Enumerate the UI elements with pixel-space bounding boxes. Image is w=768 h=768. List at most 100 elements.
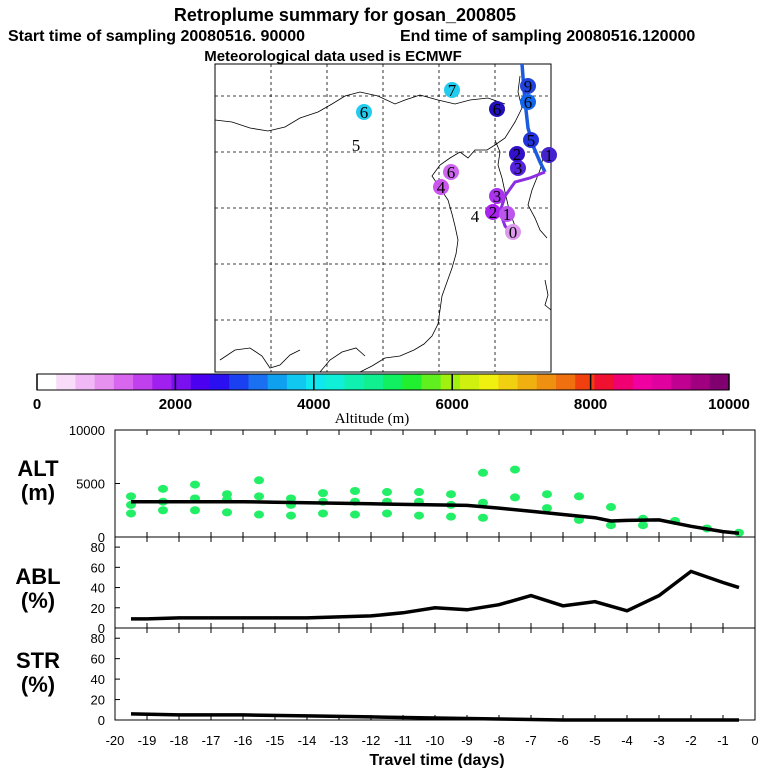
end-time-label: End time of sampling 20080516.120000	[400, 28, 695, 45]
alt-cluster-point	[190, 480, 200, 489]
colorbar-tick-label: 6000	[436, 396, 469, 413]
day-marker: 6	[489, 100, 505, 119]
abl-series-line	[131, 569, 740, 621]
coastlines	[214, 75, 552, 373]
day-marker-dot	[520, 94, 536, 110]
xaxis-tick-label: 0	[751, 733, 758, 748]
str-ytick-label: 0	[98, 713, 105, 728]
colorbar-cell	[575, 374, 595, 390]
map-graticule	[215, 64, 551, 372]
day-marker-dot	[443, 164, 459, 180]
alt-cluster-point	[382, 509, 392, 518]
colorbar-cell	[709, 374, 730, 390]
day-marker: 0	[505, 223, 521, 242]
day-marker-label: 6	[493, 100, 502, 119]
alt-cluster-point	[542, 504, 552, 513]
day-marker: 4	[433, 178, 449, 197]
xaxis-tick-label: -10	[426, 733, 445, 748]
alt-cluster-point	[286, 511, 296, 520]
xaxis-tick-label: -19	[138, 733, 157, 748]
xaxis-tick-label: -13	[330, 733, 349, 748]
day-marker-label: 1	[545, 146, 554, 165]
day-marker: 1	[541, 146, 557, 165]
str-frame	[114, 627, 756, 721]
colorbar-cell	[267, 374, 288, 390]
xaxis-tick-label: -11	[394, 733, 412, 748]
xaxis-tick-label: -20	[106, 733, 125, 748]
colorbar-cell	[632, 374, 653, 390]
colorbar-cell	[498, 374, 519, 390]
day-marker-dot	[520, 78, 536, 94]
alt-cluster-point	[606, 521, 616, 530]
figure-title: Retroplume summary for gosan_200805	[174, 5, 516, 25]
str-ytick-label: 80	[91, 631, 105, 646]
day-marker: 9	[520, 77, 536, 96]
str-ytick-label: 20	[91, 693, 105, 708]
alt-ytick-label: 5000	[76, 477, 105, 492]
colorbar-cell	[113, 374, 134, 390]
alt-ytick-label: 0	[98, 530, 105, 545]
colorbar-cell	[171, 374, 192, 390]
abl-label: ABL	[15, 564, 60, 589]
day-marker-label: 4	[437, 178, 446, 197]
abl-unit: (%)	[21, 588, 55, 613]
xaxis-tick-label: -17	[202, 733, 221, 748]
colorbar-tick-label: 0	[33, 396, 41, 413]
day-marker-dot	[489, 188, 505, 204]
colorbar-tick-label: 2000	[159, 396, 192, 413]
alt-cluster-point	[606, 503, 616, 512]
alt-label: ALT	[17, 456, 59, 481]
day-marker-dot	[499, 206, 515, 222]
alt-cluster-point	[510, 493, 520, 502]
xaxis-ticks: -20 -19 -18 -17 -16 -15 -14 -13 -12 -11 -10 -9 -8 -7-…	[106, 733, 759, 748]
day-marker: 7	[444, 81, 460, 100]
str-unit: (%)	[21, 672, 55, 697]
colorbar-cell	[440, 374, 461, 390]
str-panel: 80 60 40 20 0	[91, 627, 756, 728]
day-marker-label: 2	[489, 203, 498, 222]
colorbar-cell	[690, 374, 711, 390]
colorbar-cell	[536, 374, 557, 390]
day-marker-label: 4	[471, 207, 480, 226]
colorbar-cells	[37, 374, 730, 390]
xaxis-tick-label: -12	[362, 733, 381, 748]
day-marker-dot	[505, 224, 521, 240]
day-marker: 4	[471, 207, 480, 226]
abl-panel: 80 60 40 20 0	[91, 536, 756, 636]
alt-cluster-point	[222, 508, 232, 517]
colorbar-cell	[613, 374, 634, 390]
alt-cluster-point	[446, 512, 456, 521]
alt-cluster-point	[350, 486, 360, 495]
abl-ytick-label: 0	[98, 621, 105, 636]
alt-cluster-point	[542, 490, 552, 499]
day-marker-dot	[510, 160, 526, 176]
colorbar-cell	[190, 374, 211, 390]
alt-cluster-point	[446, 490, 456, 499]
colorbar-cell	[56, 374, 76, 390]
day-marker: 6	[520, 93, 536, 112]
day-marker-dot	[523, 132, 539, 148]
str-label: STR	[16, 648, 60, 673]
alt-cluster-point	[510, 465, 520, 474]
colorbar-cell	[479, 374, 499, 390]
alt-series-line	[131, 499, 740, 536]
colorbar-cell	[421, 374, 442, 390]
alt-cluster-point	[254, 492, 264, 501]
xaxis-tick-label: -15	[266, 733, 285, 748]
day-marker: 6	[356, 103, 372, 122]
alt-cluster-point	[286, 494, 296, 503]
str-ytick-label: 60	[91, 652, 105, 667]
colorbar-cell	[94, 374, 115, 390]
colorbar-cell	[652, 374, 672, 390]
day-marker: 6	[443, 163, 459, 182]
day-marker-dot	[444, 82, 460, 98]
day-marker-dot	[433, 179, 449, 195]
day-marker-label: 6	[447, 163, 456, 182]
xaxis-tick-label: -9	[461, 733, 473, 748]
day-marker-label: 2	[513, 145, 522, 164]
day-marker-label: 6	[524, 93, 533, 112]
